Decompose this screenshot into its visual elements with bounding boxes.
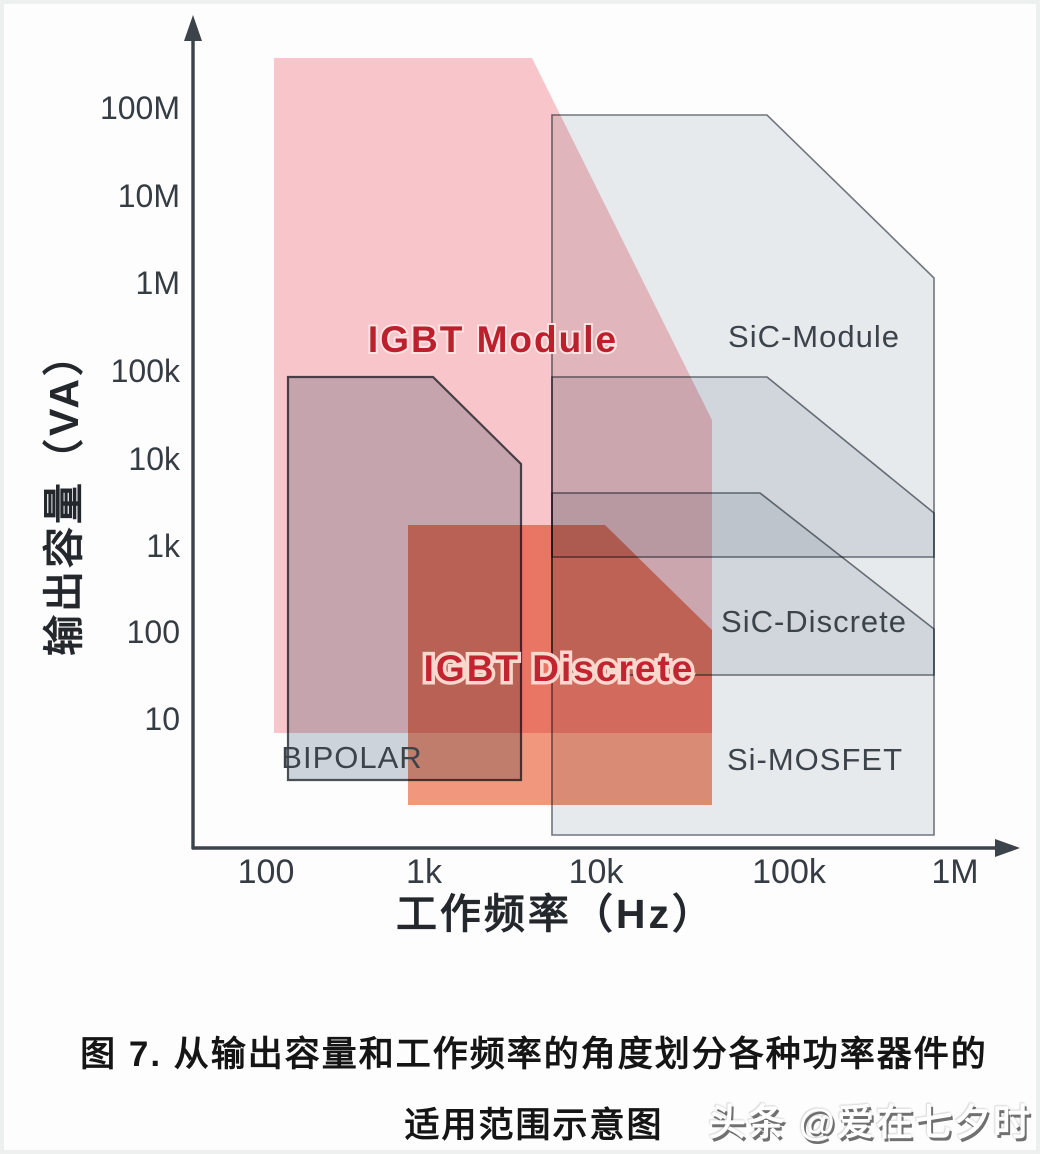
region-label-sic-module: SiC-Module	[728, 319, 900, 354]
y-tick-label-100k: 100k	[111, 353, 181, 389]
region-label-igbt-module: IGBT Module	[368, 319, 618, 360]
y-axis-title: 输出容量（VA）	[41, 332, 87, 656]
x-axis-title: 工作频率（Hz）	[396, 891, 716, 937]
y-axis-arrowhead-icon	[184, 15, 202, 41]
x-tick-label-10k: 10k	[569, 853, 625, 891]
chart-regions	[274, 58, 935, 836]
y-tick-label-1m: 1M	[136, 265, 180, 301]
figure-caption-line2: 适用范围示意图	[404, 1106, 664, 1145]
y-tick-label-10m: 10M	[118, 178, 180, 214]
y-tick-label-10: 10	[144, 701, 180, 737]
y-tick-label-100m: 100M	[100, 90, 180, 126]
x-tick-label-1m: 1M	[931, 853, 978, 891]
y-tick-label-1k: 1k	[146, 528, 181, 564]
region-igbt-discrete	[408, 525, 712, 805]
region-label-bipolar: BIPOLAR	[281, 740, 422, 775]
figure-caption-line1: 图 7. 从输出容量和工作频率的角度划分各种功率器件的	[80, 1035, 988, 1074]
watermark-text: 头条 @爱在七夕时	[708, 1102, 1032, 1143]
y-tick-label-100: 100	[127, 614, 180, 650]
y-tick-label-10k: 10k	[128, 441, 181, 477]
x-tick-label-1k: 1k	[406, 853, 443, 891]
x-axis-arrowhead-icon	[995, 839, 1020, 857]
x-tick-label-100k: 100k	[752, 853, 827, 891]
region-label-si-mosfet: Si-MOSFET	[727, 742, 903, 777]
x-tick-label-100: 100	[238, 853, 295, 891]
y-tick-labels: 100M 10M 1M 100k 10k 1k 100 10	[100, 90, 181, 737]
figure-caption: 图 7. 从输出容量和工作频率的角度划分各种功率器件的 适用范围示意图	[0, 1026, 1040, 1148]
chart-canvas: 100M 10M 1M 100k 10k 1k 100 10 100 1k 10…	[41, 15, 1020, 937]
region-label-sic-discrete: SiC-Discrete	[721, 604, 907, 639]
x-tick-labels: 100 1k 10k 100k 1M	[238, 853, 979, 891]
region-label-igbt-discrete: IGBT Discrete	[424, 648, 695, 689]
